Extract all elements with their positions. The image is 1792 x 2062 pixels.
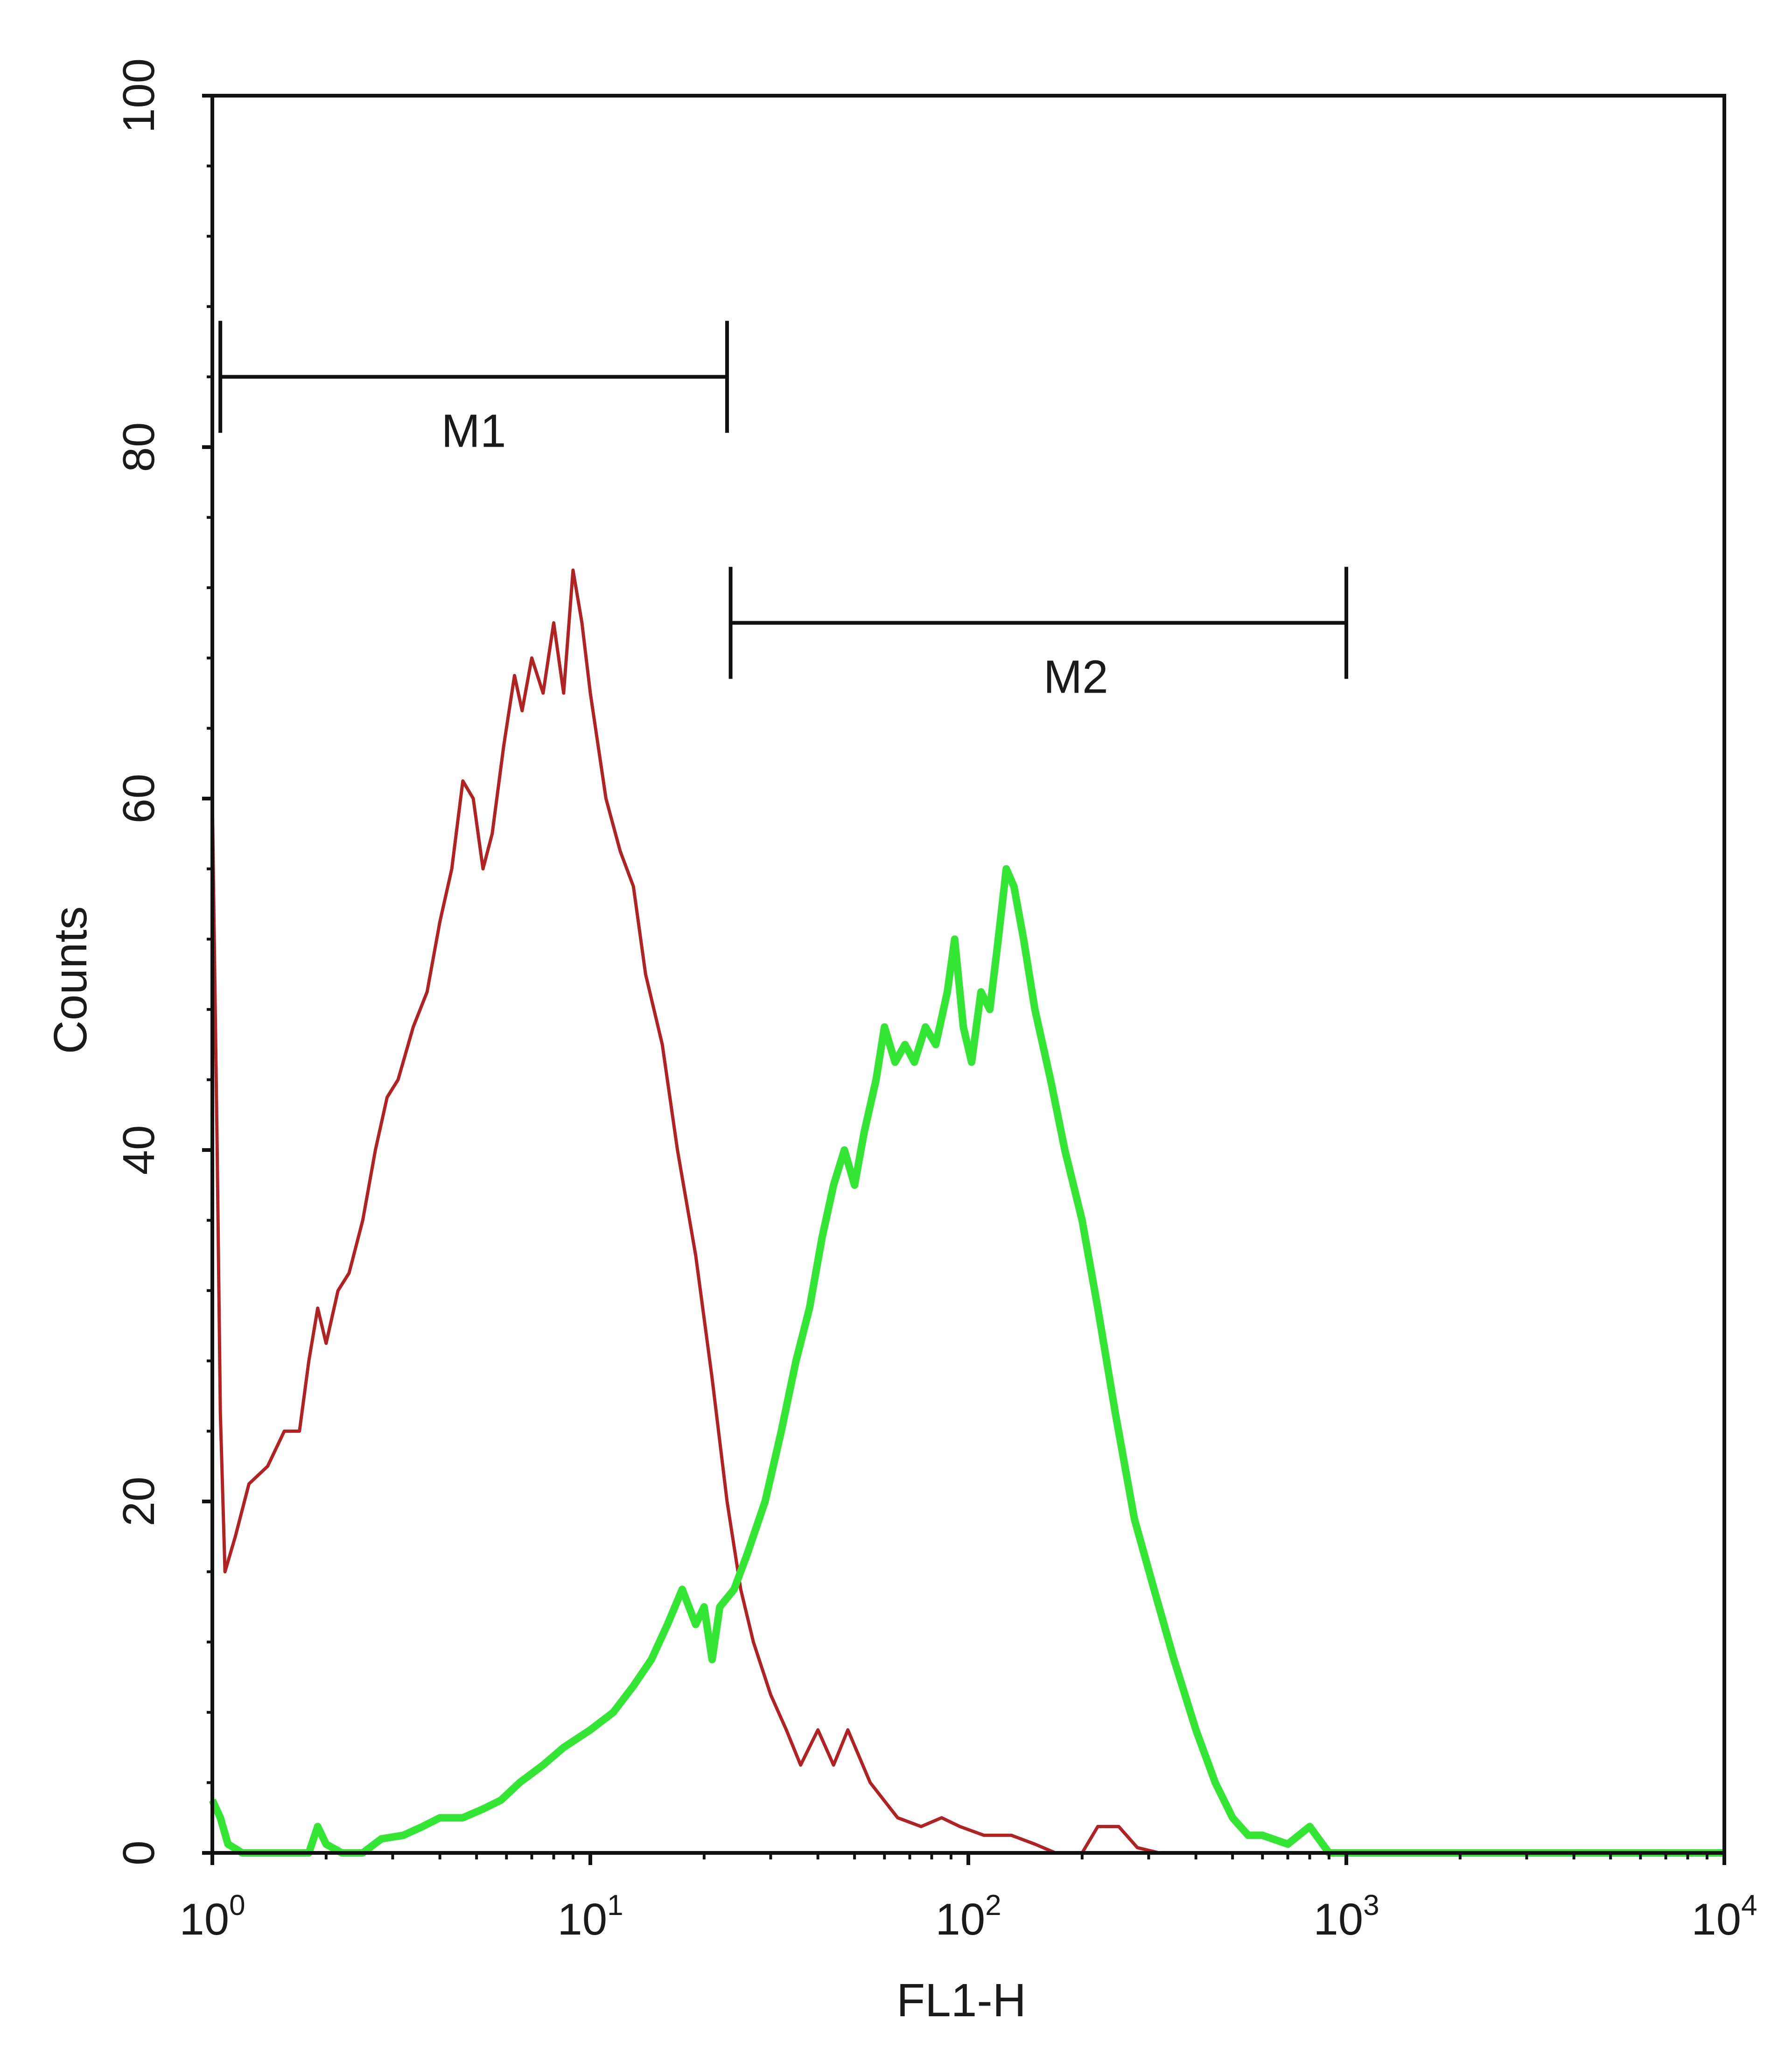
x-tick-label: 104: [1691, 1889, 1757, 1944]
x-tick-labels: 100 101 102 103 104: [179, 1889, 1757, 1944]
series-line-2: [209, 865, 1724, 1857]
y-axis-title: Counts: [44, 906, 97, 1054]
x-tick-label: 102: [935, 1889, 1001, 1944]
x-tick-label: 103: [1313, 1889, 1379, 1944]
x-axis-title: FL1-H: [896, 1974, 1026, 2027]
marker-label: M2: [1043, 651, 1108, 703]
markers-layer: M1 M2: [218, 321, 1348, 703]
y-tick-labels: 0 20 40 60 80 100: [114, 58, 164, 1866]
y-tick-label: 20: [114, 1477, 164, 1527]
y-tick-label: 80: [114, 422, 164, 472]
y-tick-label: 100: [114, 58, 164, 133]
marker-label: M1: [441, 405, 506, 457]
x-tick-label: 101: [557, 1889, 623, 1944]
marker-m2: M2: [728, 567, 1348, 703]
y-tick-label: 40: [114, 1125, 164, 1175]
marker-m1: M1: [218, 321, 729, 457]
x-tick-label: 100: [179, 1889, 245, 1944]
series-layer: [209, 96, 1724, 1857]
y-tick-label: 60: [114, 774, 164, 824]
y-tick-label: 0: [114, 1840, 164, 1865]
series-line-1: [210, 96, 1724, 1855]
plot-frame: [210, 94, 1726, 1855]
